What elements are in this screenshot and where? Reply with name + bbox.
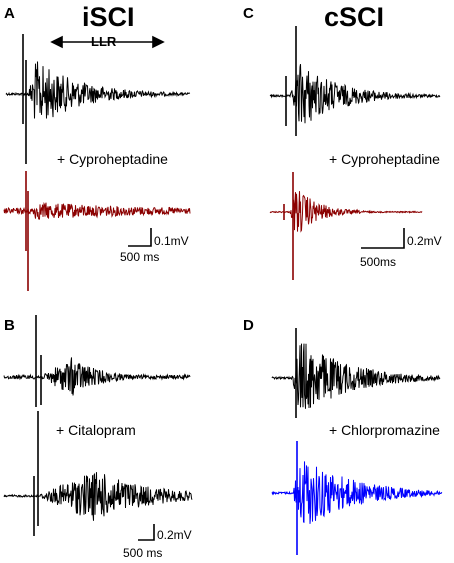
scale-amplitude-a: 0.1mV xyxy=(154,234,189,248)
trace-c-control xyxy=(269,64,441,124)
scale-bar-a xyxy=(128,228,152,247)
trace-d-control xyxy=(271,343,441,409)
scale-bar-c xyxy=(361,228,405,249)
llr-label: LLR xyxy=(91,34,117,49)
drug-label-c: + Cyproheptadine xyxy=(329,151,440,167)
scale-bar-b xyxy=(138,524,155,541)
trace-a-control xyxy=(5,61,191,119)
drug-label-d: + Chlorpromazine xyxy=(329,422,440,438)
column-title-isci: iSCI xyxy=(82,2,135,32)
scale-time-b: 500 ms xyxy=(123,546,163,560)
trace-d-chlorpromazine xyxy=(271,461,443,524)
trace-b-control xyxy=(3,357,191,396)
panel-label-c: C xyxy=(243,5,254,22)
llr-arrow xyxy=(50,35,165,49)
scale-time-c: 500ms xyxy=(360,255,397,269)
drug-label-a: + Cyproheptadine xyxy=(57,151,168,167)
scale-time-a: 500 ms xyxy=(120,250,160,264)
panel-label-a: A xyxy=(4,5,15,22)
drug-label-b: + Citalopram xyxy=(56,422,136,438)
panel-label-b: B xyxy=(4,317,15,334)
trace-b-citalopram xyxy=(3,472,193,521)
panel-label-d: D xyxy=(243,317,254,334)
scale-amplitude-c: 0.2mV xyxy=(407,234,442,248)
scale-amplitude-b: 0.2mV xyxy=(157,528,192,542)
trace-a-cyproheptadine xyxy=(3,201,191,220)
column-title-csci: cSCI xyxy=(324,2,385,32)
trace-c-cyproheptadine xyxy=(269,191,423,233)
